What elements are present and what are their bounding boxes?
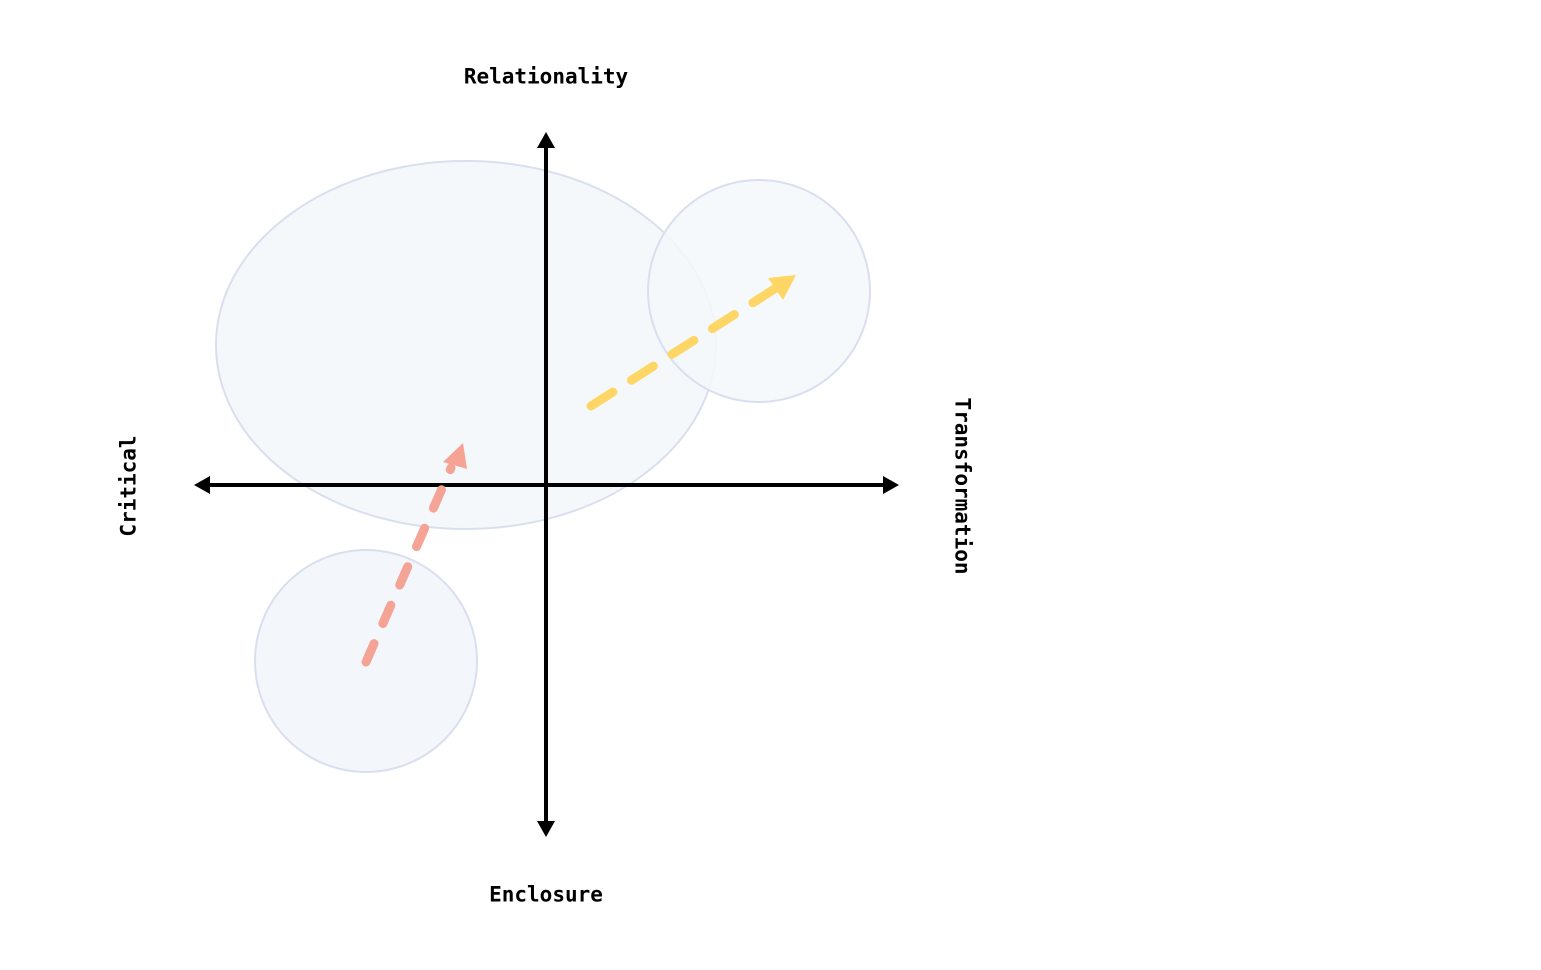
yellow-arrowhead-icon bbox=[768, 275, 796, 300]
salmon-arrowhead-icon bbox=[443, 443, 467, 469]
large-ellipse-region bbox=[215, 160, 717, 530]
axis-label-left: Critical bbox=[116, 435, 141, 537]
axes bbox=[194, 132, 899, 837]
axis-label-top: Relationality bbox=[463, 64, 629, 89]
axis-label-right: Transformation bbox=[950, 397, 975, 575]
axis-label-bottom: Enclosure bbox=[489, 882, 603, 907]
upper-right-circle-region bbox=[647, 179, 871, 403]
yellow-dashed-arrow bbox=[586, 275, 796, 411]
right-arrowhead-icon bbox=[883, 476, 899, 494]
up-arrowhead-icon bbox=[537, 132, 555, 148]
left-arrowhead-icon bbox=[194, 476, 210, 494]
salmon-dashed-arrow bbox=[361, 443, 467, 667]
down-arrowhead-icon bbox=[537, 821, 555, 837]
